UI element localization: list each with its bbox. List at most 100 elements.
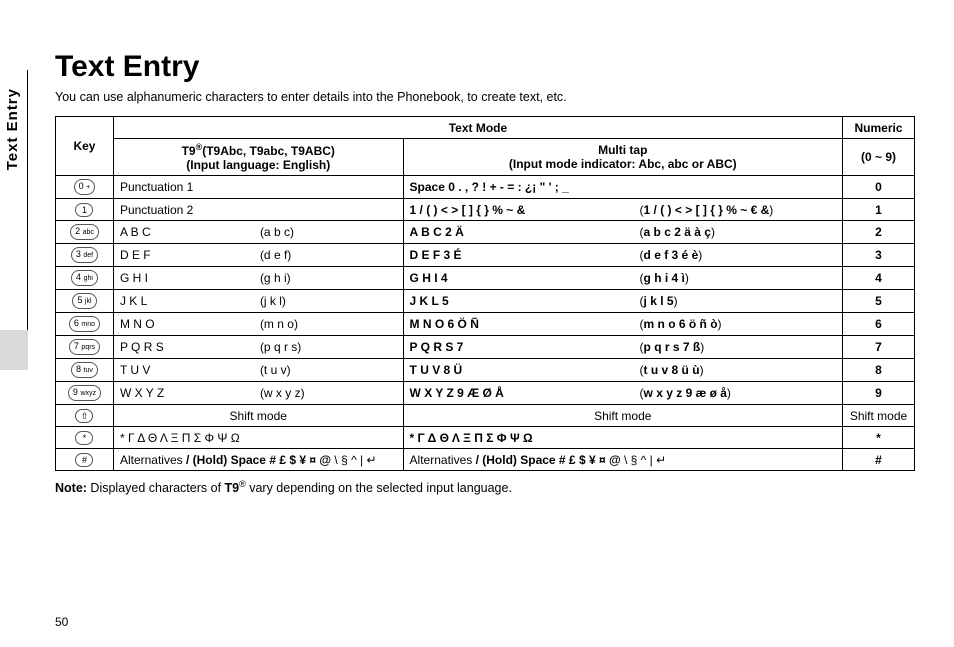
col-header-numrange: (0 ~ 9) — [843, 139, 915, 176]
multi-main: J K L 5 — [410, 294, 640, 308]
table-header-row-2: T9®(T9Abc, T9abc, T9ABC) (Input language… — [56, 139, 915, 176]
multi-star: * Γ Δ Θ Λ Ξ Π Σ Φ Ψ Ω — [403, 427, 842, 449]
t9-alt: (w x y z) — [260, 386, 305, 400]
t9-modes: (T9Abc, T9abc, T9ABC) — [202, 144, 335, 158]
note-text: Note: Displayed characters of T9® vary d… — [55, 479, 925, 495]
note-label: Note: — [55, 481, 87, 495]
key-cell: 0 + — [56, 176, 114, 199]
num-cell: 2 — [843, 221, 915, 244]
t9-hash-bold: / (Hold) Space # £ $ ¥ ¤ @ — [186, 453, 331, 467]
t9-alt: (t u v) — [260, 363, 291, 377]
num-star: * — [843, 427, 915, 449]
multi-cell: T U V 8 Ü(t u v 8 ü ù) — [403, 359, 842, 382]
multi-hash-post: \ § ^ | ↵ — [621, 453, 666, 467]
table-row: 9 wxyz W X Y Z(w x y z) W X Y Z 9 Æ Ø Å(w … — [56, 382, 915, 405]
key-cell: 8 tuv — [56, 359, 114, 382]
num-cell: 6 — [843, 313, 915, 336]
multi-label: Multi tap — [598, 143, 647, 157]
key-glyph: 8 tuv — [71, 362, 98, 378]
col-header-textmode: Text Mode — [113, 117, 842, 139]
t9-hash: Alternatives / (Hold) Space # £ $ ¥ ¤ @ … — [113, 449, 403, 471]
side-tab-gray — [0, 330, 28, 370]
t9-main: G H I — [120, 271, 260, 285]
key-glyph: 2 abc — [70, 224, 99, 240]
multi-alt: (a b c 2 ä à ç) — [640, 225, 715, 239]
key-cell: 5 jkl — [56, 290, 114, 313]
multi-alt: (1 / ( ) < > [ ] { } % ~ € &) — [640, 203, 774, 217]
t9-main: W X Y Z — [120, 386, 260, 400]
multi-hash: Alternatives / (Hold) Space # £ $ ¥ ¤ @ … — [403, 449, 842, 471]
t9-alt: (a b c) — [260, 225, 294, 239]
multi-cell: W X Y Z 9 Æ Ø Å(w x y z 9 æ ø å) — [403, 382, 842, 405]
multi-hash-pre: Alternatives — [410, 453, 476, 467]
num-cell: 3 — [843, 244, 915, 267]
key-hash: # — [56, 449, 114, 471]
table-row: 7 pqrs P Q R S(p q r s)P Q R S 7 (p q r s … — [56, 336, 915, 359]
col-header-multi: Multi tap (Input mode indicator: Abc, ab… — [403, 139, 842, 176]
page-content: Text Entry You can use alphanumeric char… — [55, 50, 925, 508]
row-hash: # Alternatives / (Hold) Space # £ $ ¥ ¤ … — [56, 449, 915, 471]
t9-cell: M N O(m n o) — [113, 313, 403, 336]
key-cell: 6 mno — [56, 313, 114, 336]
key-glyph: 0 + — [74, 179, 96, 195]
page-number: 50 — [55, 615, 68, 629]
t9-cell: Punctuation 1 — [113, 176, 403, 199]
side-tab: Text Entry — [0, 70, 28, 330]
t9-star: * Γ Δ Θ Λ Ξ Π Σ Φ Ψ Ω — [113, 427, 403, 449]
num-cell: 1 — [843, 199, 915, 221]
multi-cell: Space 0 . , ? ! + - = : ¿¡ " ' ; _ — [403, 176, 842, 199]
note-t9: T9 — [225, 481, 240, 495]
num-cell: 8 — [843, 359, 915, 382]
table-row: 3 defD E F(d e f)D E F 3 É(d e f 3 é è)3 — [56, 244, 915, 267]
page-title: Text Entry — [55, 50, 925, 84]
t9-cell: G H I(g h i) — [113, 267, 403, 290]
t9-alt: (j k l) — [260, 294, 286, 308]
key-cell: 9 wxyz — [56, 382, 114, 405]
multi-cell: J K L 5(j k l 5) — [403, 290, 842, 313]
multi-main: W X Y Z 9 Æ Ø Å — [410, 386, 640, 400]
col-header-numeric: Numeric — [843, 117, 915, 139]
multi-main: A B C 2 Ä — [410, 225, 640, 239]
t9-hash-pre: Alternatives — [120, 453, 186, 467]
num-shift: Shift mode — [843, 405, 915, 427]
table-row: 0 + Punctuation 1Space 0 . , ? ! + - = : … — [56, 176, 915, 199]
t9-cell: Punctuation 2 — [113, 199, 403, 221]
t9-cell: P Q R S(p q r s) — [113, 336, 403, 359]
multi-hash-bold: / (Hold) Space # £ $ ¥ ¤ @ — [476, 453, 621, 467]
t9-cell: T U V(t u v) — [113, 359, 403, 382]
key-glyph-hash: # — [75, 453, 93, 467]
multi-cell: A B C 2 Ä(a b c 2 ä à ç) — [403, 221, 842, 244]
t9-lang: (Input language: English) — [186, 158, 330, 172]
key-cell: 2 abc — [56, 221, 114, 244]
multi-shift: Shift mode — [403, 405, 842, 427]
num-cell: 0 — [843, 176, 915, 199]
t9-main: D E F — [120, 248, 260, 262]
multi-alt: (p q r s 7 ß) — [640, 340, 705, 354]
num-cell: 7 — [843, 336, 915, 359]
multi-alt: (d e f 3 é è) — [640, 248, 703, 262]
key-glyph: 7 pqrs — [69, 339, 100, 355]
key-star: * — [56, 427, 114, 449]
multi-indicator: (Input mode indicator: Abc, abc or ABC) — [509, 157, 737, 171]
multi-cell: 1 / ( ) < > [ ] { } % ~ &(1 / ( ) < > [ … — [403, 199, 842, 221]
multi-cell: M N O 6 Ö Ñ(m n o 6 ö ñ ò) — [403, 313, 842, 336]
col-header-key: Key — [56, 117, 114, 176]
key-glyph: 3 def — [71, 247, 98, 263]
t9-shift: Shift mode — [113, 405, 403, 427]
col-header-t9: T9®(T9Abc, T9abc, T9ABC) (Input language… — [113, 139, 403, 176]
multi-alt: (j k l 5) — [640, 294, 678, 308]
key-glyph: 6 mno — [69, 316, 100, 332]
key-cell: 1 — [56, 199, 114, 221]
key-cell: 7 pqrs — [56, 336, 114, 359]
multi-cell: D E F 3 É(d e f 3 é è) — [403, 244, 842, 267]
t9-cell: A B C(a b c) — [113, 221, 403, 244]
key-cell: 4 ghi — [56, 267, 114, 290]
num-hash: # — [843, 449, 915, 471]
key-glyph: 4 ghi — [71, 270, 98, 286]
multi-cell: G H I 4(g h i 4 ì) — [403, 267, 842, 290]
key-glyph: 5 jkl — [72, 293, 96, 309]
table-row: 1Punctuation 21 / ( ) < > [ ] { } % ~ &(… — [56, 199, 915, 221]
t9-main: P Q R S — [120, 340, 260, 354]
note-sup: ® — [239, 479, 246, 489]
key-glyph-shift: ⇧ — [75, 409, 93, 423]
